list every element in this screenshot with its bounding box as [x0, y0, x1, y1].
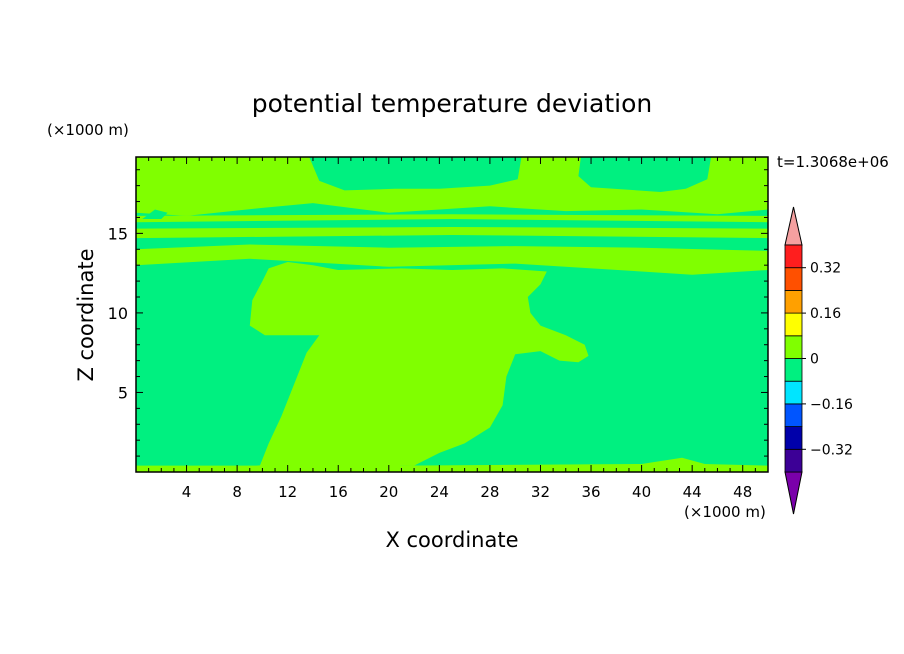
x-tick-label: 44	[683, 483, 702, 501]
x-tick-label: 4	[182, 483, 192, 501]
x-tick-label: 8	[232, 483, 242, 501]
x-tick-label: 40	[632, 483, 651, 501]
region-left-top-spot	[142, 209, 168, 219]
colorbar-segment	[784, 358, 803, 382]
x-ticks: 4 8 12 16 20 24 28 32 36 40 44 48	[148, 157, 756, 501]
colorbar-tick-label: 0.32	[810, 261, 841, 277]
x-tick-label: 36	[581, 483, 600, 501]
colorbar-segment	[784, 267, 803, 291]
region-bottom-strip	[136, 457, 768, 472]
x-axis-label: X coordinate	[385, 528, 518, 552]
y-tick-label: 10	[108, 304, 128, 323]
y-ticks: 5 10 15	[108, 169, 768, 457]
region-top-layer	[136, 157, 768, 216]
region-central-plume	[249, 262, 589, 466]
y-axis-label: Z coordinate	[74, 248, 98, 381]
x-tick-label: 28	[480, 483, 499, 501]
x-tick-label: 20	[379, 483, 398, 501]
colorbar-segment	[784, 448, 803, 473]
region-upper-band-1	[136, 244, 768, 275]
colorbar-segment	[784, 312, 803, 337]
colorbar-segment	[784, 244, 803, 269]
colorbar-tick-label: 0	[810, 352, 819, 368]
colorbar-segment	[784, 289, 803, 314]
colorbar-segment	[784, 335, 803, 359]
y-tick-label: 5	[118, 383, 128, 402]
time-label: t=1.3068e+06	[777, 153, 889, 171]
chart-title: potential temperature deviation	[252, 89, 652, 118]
x-tick-label: 32	[531, 483, 550, 501]
colorbar-segment	[784, 426, 803, 450]
contour-regions	[136, 157, 768, 472]
region-upper-band-3	[136, 214, 768, 223]
x-tick-label: 12	[278, 483, 297, 501]
colorbar: 0.32 0.16 0 −0.16 −0.32	[784, 206, 853, 515]
colorbar-tick-label: −0.16	[810, 397, 853, 413]
y-unit-label: (×1000 m)	[47, 121, 129, 139]
colorbar-under-triangle	[784, 471, 803, 515]
x-tick-label: 24	[430, 483, 449, 501]
x-tick-label: 16	[329, 483, 348, 501]
region-upper-band-2	[136, 227, 768, 239]
colorbar-tick-label: 0.16	[810, 306, 841, 322]
colorbar-segment	[784, 403, 803, 427]
colorbar-tick-label: −0.32	[810, 442, 853, 458]
colorbar-segment	[784, 380, 803, 405]
x-unit-label: (×1000 m)	[684, 503, 766, 521]
x-tick-label: 48	[733, 483, 752, 501]
colorbar-over-triangle	[784, 206, 803, 246]
y-tick-label: 15	[108, 224, 128, 243]
